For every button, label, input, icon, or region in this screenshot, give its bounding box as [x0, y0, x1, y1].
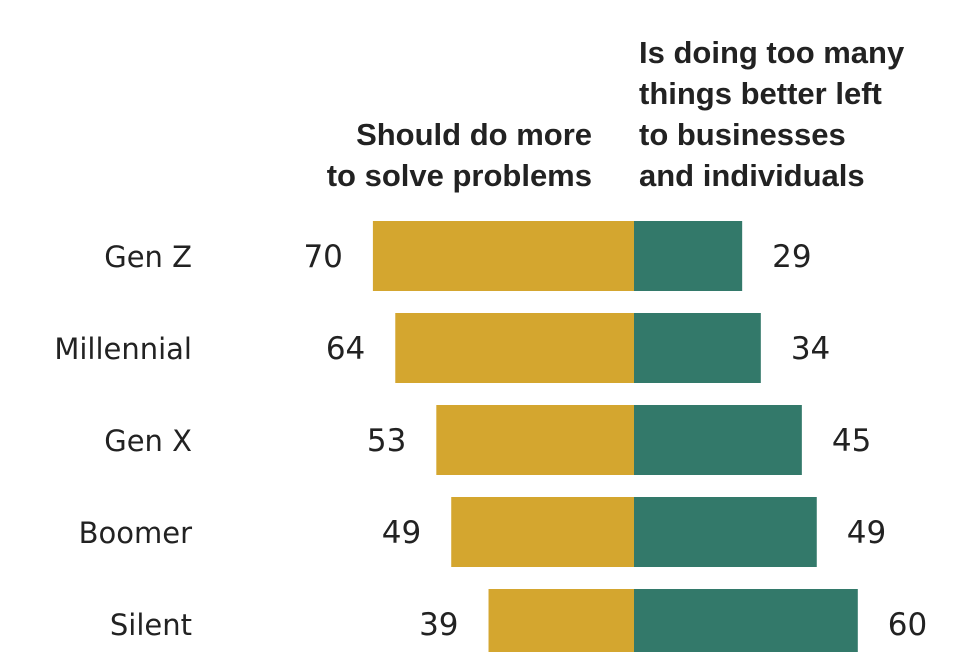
- value-label-left: 39: [419, 607, 458, 643]
- value-label-right: 49: [847, 515, 886, 551]
- bar-left: [488, 589, 634, 652]
- category-label: Millennial: [54, 332, 192, 366]
- chart-row: Boomer 49 49: [79, 497, 886, 567]
- value-label-right: 29: [772, 239, 811, 275]
- value-label-left: 70: [303, 239, 342, 275]
- bar-left: [451, 497, 634, 567]
- category-label: Boomer: [79, 516, 192, 550]
- chart-row: Gen X 53 45: [104, 405, 871, 475]
- chart-row: Silent 39 60: [110, 589, 927, 652]
- bar-right: [634, 313, 761, 383]
- bar-left: [372, 221, 634, 291]
- category-label: Gen X: [104, 424, 192, 458]
- bar-left: [436, 405, 634, 475]
- bar-right: [634, 497, 817, 567]
- right-header-line: things better left: [639, 76, 882, 111]
- bar-right: [634, 405, 802, 475]
- right-header-line: and individuals: [639, 158, 865, 193]
- left-header-line: Should do more: [356, 117, 592, 152]
- column-headers: Should do more to solve problems Is doing …: [327, 35, 905, 193]
- chart-row: Millennial 64 34: [54, 313, 830, 383]
- category-label: Silent: [110, 608, 192, 642]
- chart-rows: Gen Z 70 29 Millennial 64 34 Gen X 53 45 Boomer 49…: [54, 221, 927, 652]
- chart-row: Gen Z 70 29: [104, 221, 812, 291]
- bar-right: [634, 221, 743, 291]
- value-label-right: 60: [888, 607, 927, 643]
- value-label-right: 34: [791, 331, 830, 367]
- value-label-left: 64: [326, 331, 365, 367]
- right-header-line: Is doing too many: [639, 35, 905, 70]
- left-header-line: to solve problems: [327, 158, 592, 193]
- value-label-right: 45: [832, 423, 871, 459]
- value-label-left: 53: [367, 423, 406, 459]
- value-label-left: 49: [382, 515, 421, 551]
- right-header-line: to businesses: [639, 117, 846, 152]
- bar-left: [395, 313, 634, 383]
- category-label: Gen Z: [104, 240, 192, 274]
- bar-right: [634, 589, 858, 652]
